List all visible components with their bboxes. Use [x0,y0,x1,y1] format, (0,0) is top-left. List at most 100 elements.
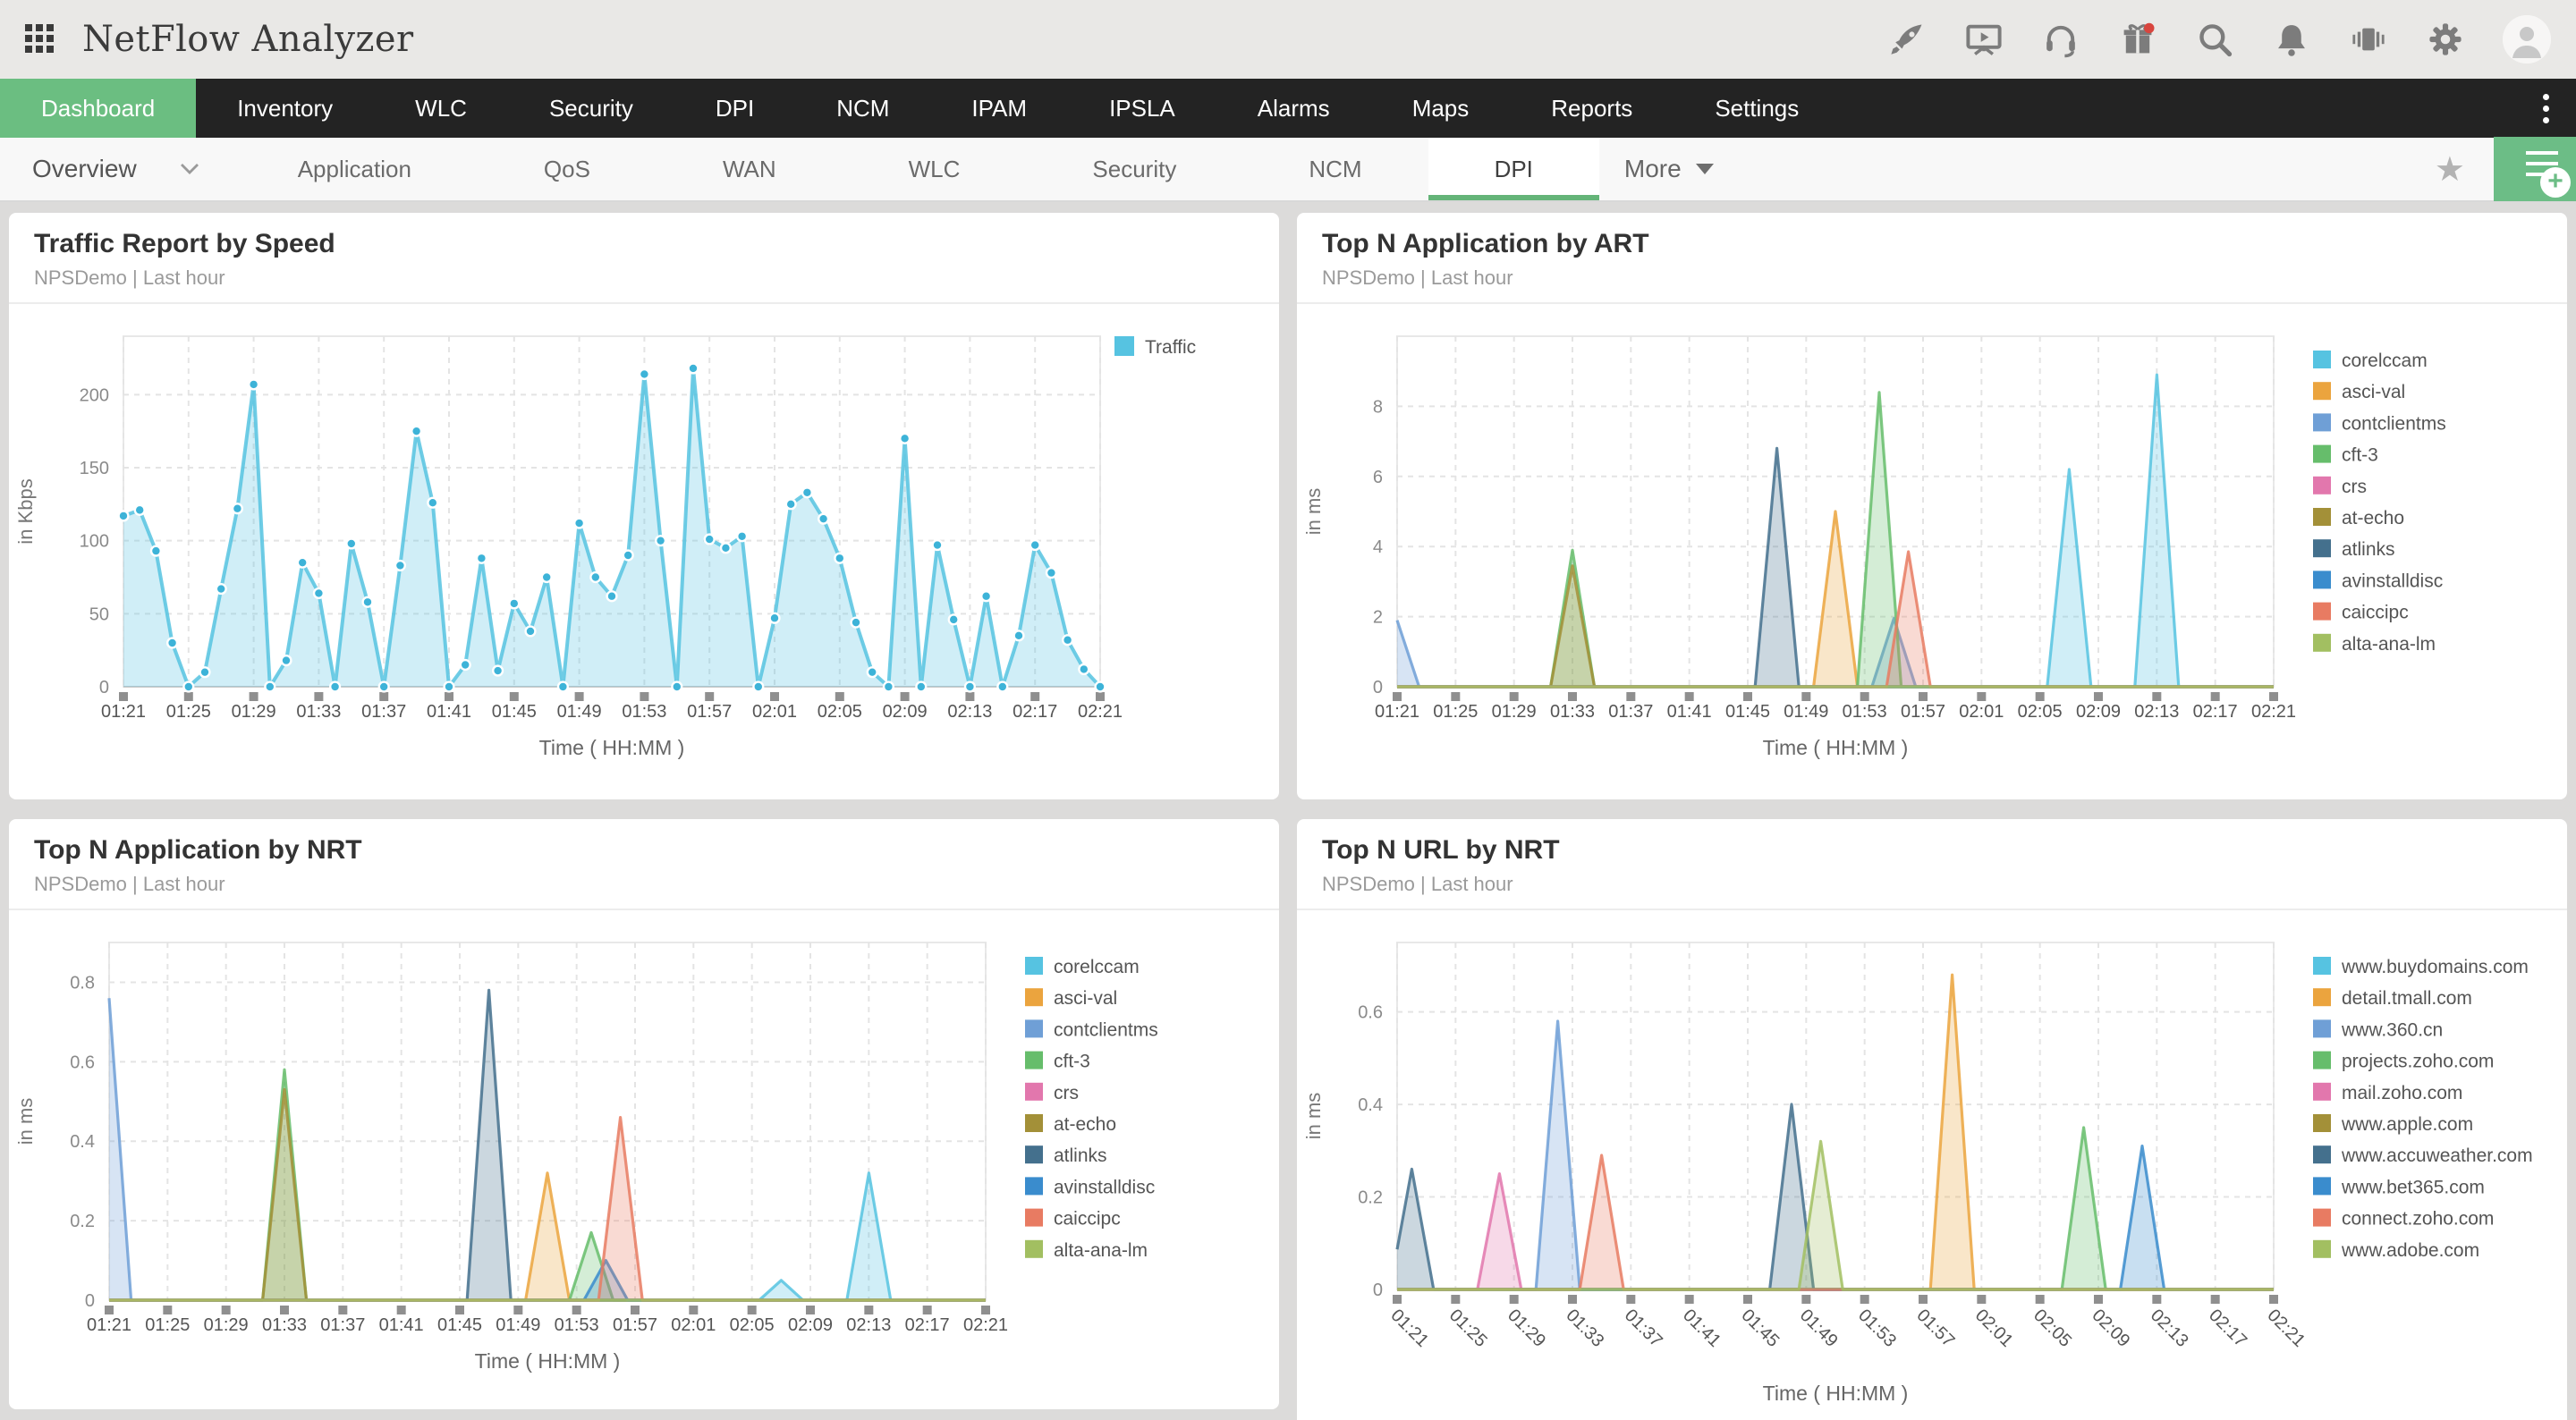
card-subtitle: NPSDemo | Last hour [34,873,225,895]
nav-item-dashboard[interactable]: Dashboard [0,79,197,138]
legend-item[interactable]: atlinks [1025,1145,1107,1166]
subtab-dpi[interactable]: DPI [1428,138,1599,200]
svg-text:01:57: 01:57 [1912,1306,1958,1351]
rocket-icon[interactable] [1887,20,1927,59]
legend-item[interactable]: crs [2313,476,2367,497]
legend-item[interactable]: asci-val [2313,382,2405,402]
legend-item[interactable]: corelccam [1025,957,1140,977]
svg-text:www.apple.com: www.apple.com [2341,1114,2473,1135]
legend-item[interactable]: avinstalldisc [2313,571,2443,591]
legend-item[interactable]: connect.zoho.com [2313,1208,2494,1230]
svg-text:Time ( HH:MM ): Time ( HH:MM ) [475,1349,621,1373]
nav-item-inventory[interactable]: Inventory [237,95,334,122]
legend-item[interactable]: at-echo [2313,508,2404,528]
top-bar: NetFlow Analyzer [0,0,2576,79]
legend-item[interactable]: www.adobe.com [2313,1239,2479,1261]
legend-item[interactable]: avinstalldisc [1025,1177,1155,1197]
svg-text:02:13: 02:13 [2147,1306,2192,1351]
legend-item[interactable]: detail.tmall.com [2313,988,2472,1009]
nav-item-settings[interactable]: Settings [1715,95,1800,122]
whats-new-gift-icon[interactable] [2118,20,2157,59]
nav-item-reports[interactable]: Reports [1551,95,1633,122]
svg-text:01:25: 01:25 [1433,702,1478,722]
dashboard-content: Traffic Report by Speed NPSDemo | Last h… [0,202,2576,1420]
svg-text:avinstalldisc: avinstalldisc [1054,1177,1155,1197]
nav-item-ipam[interactable]: IPAM [971,95,1028,122]
chart-canvas-app-by-art[interactable]: 0 2 4 6 8 01:21 01:25 01:29 01:33 01:37 01:41 01:45… [1297,308,2563,787]
nav-item-security[interactable]: Security [548,95,633,122]
legend-item[interactable]: cft-3 [2313,444,2378,466]
svg-text:01:33: 01:33 [262,1315,307,1335]
overview-dropdown[interactable]: Overview [0,138,232,200]
svg-text:www.360.cn: www.360.cn [2341,1019,2443,1040]
legend-item[interactable]: www.apple.com [2313,1114,2473,1135]
svg-text:6: 6 [1373,468,1383,487]
chart-canvas-app-by-nrt[interactable]: 0 0.2 0.4 0.6 0.8 01:21 01:25 01:29 01:33 01:37 01… [9,914,1275,1400]
subtab-security[interactable]: Security [1092,156,1177,182]
legend-item[interactable]: crs [1025,1082,1079,1103]
search-icon[interactable] [2195,20,2234,59]
legend-item[interactable]: cft-3 [1025,1051,1090,1072]
svg-text:02:09: 02:09 [2088,1306,2133,1351]
legend-item[interactable]: alta-ana-lm [2313,633,2436,655]
legend-item[interactable]: contclientms [1025,1019,1158,1040]
plus-icon: + [2540,167,2571,198]
svg-text:01:37: 01:37 [320,1315,365,1335]
svg-text:01:21: 01:21 [1386,1306,1432,1351]
svg-text:02:21: 02:21 [1078,702,1123,722]
chart-canvas-traffic-by-speed[interactable]: 0 50 100 150 200 01:21 01:25 01:29 01:33 01:37 01:… [9,308,1275,787]
more-dropdown[interactable]: More [1599,138,1739,200]
subtab-ncm[interactable]: NCM [1309,156,1362,182]
nav-item-ncm[interactable]: NCM [836,95,890,122]
demo-player-icon[interactable] [1964,20,2004,59]
chart-canvas-url-by-nrt[interactable]: 0 0.2 0.4 0.6 01:21 01:25 01:29 01:33 01:37 01:41… [1297,914,2563,1420]
support-headset-icon[interactable] [2041,20,2080,59]
notifications-bell-icon[interactable] [2272,20,2311,59]
legend-item[interactable]: mail.zoho.com [2313,1082,2462,1103]
legend-item[interactable]: alta-ana-lm [1025,1239,1148,1261]
legend-item[interactable]: at-echo [1025,1114,1116,1135]
nav-overflow-kebab-icon[interactable] [2515,79,2576,138]
favorite-star-icon[interactable]: ★ [2434,150,2465,189]
legend-item[interactable]: www.360.cn [2313,1019,2443,1040]
svg-text:02:17: 02:17 [2205,1306,2250,1351]
subtab-wlc[interactable]: WLC [908,156,961,182]
legend-item[interactable]: caiccipc [2313,602,2409,623]
settings-gear-icon[interactable] [2426,20,2465,59]
legend-item[interactable]: www.bet365.com [2313,1177,2485,1197]
svg-text:02:21: 02:21 [2263,1306,2309,1351]
nav-item-wlc[interactable]: WLC [415,95,467,122]
svg-text:8: 8 [1373,397,1383,417]
svg-text:01:45: 01:45 [1725,702,1770,722]
add-dashboard-button[interactable]: + [2494,137,2576,201]
legend-item[interactable]: atlinks [2313,539,2395,560]
legend-item[interactable]: projects.zoho.com [2313,1051,2494,1072]
svg-text:0.4: 0.4 [1358,1095,1383,1115]
app-title: NetFlow Analyzer [82,19,414,60]
svg-text:01:21: 01:21 [87,1315,131,1335]
nav-item-maps[interactable]: Maps [1411,95,1470,122]
svg-text:atlinks: atlinks [1054,1145,1107,1166]
legend-item[interactable]: contclientms [2313,413,2446,434]
legend-item[interactable]: corelccam [2313,351,2428,371]
legend-item[interactable]: www.accuweather.com [2313,1145,2533,1166]
legend-item[interactable]: Traffic [1114,336,1196,358]
svg-text:01:45: 01:45 [492,702,537,722]
app-switcher-icon[interactable] [2349,20,2388,59]
svg-text:01:29: 01:29 [232,702,276,722]
more-label: More [1623,155,1682,182]
user-avatar[interactable] [2503,15,2551,63]
nav-item-dpi[interactable]: DPI [715,95,755,122]
legend-item[interactable]: www.buydomains.com [2313,957,2529,977]
subtab-wan[interactable]: WAN [722,156,776,182]
nav-item-alarms[interactable]: Alarms [1257,95,1330,122]
apps-grid-icon[interactable] [25,24,55,55]
legend-item[interactable]: caiccipc [1025,1208,1121,1230]
legend-item[interactable]: asci-val [1025,988,1117,1009]
svg-text:connect.zoho.com: connect.zoho.com [2342,1209,2494,1230]
subtab-qos[interactable]: QoS [543,156,590,182]
nav-item-ipsla[interactable]: IPSLA [1109,95,1175,122]
svg-text:0.6: 0.6 [1358,1003,1383,1023]
subtab-application[interactable]: Application [297,156,411,182]
